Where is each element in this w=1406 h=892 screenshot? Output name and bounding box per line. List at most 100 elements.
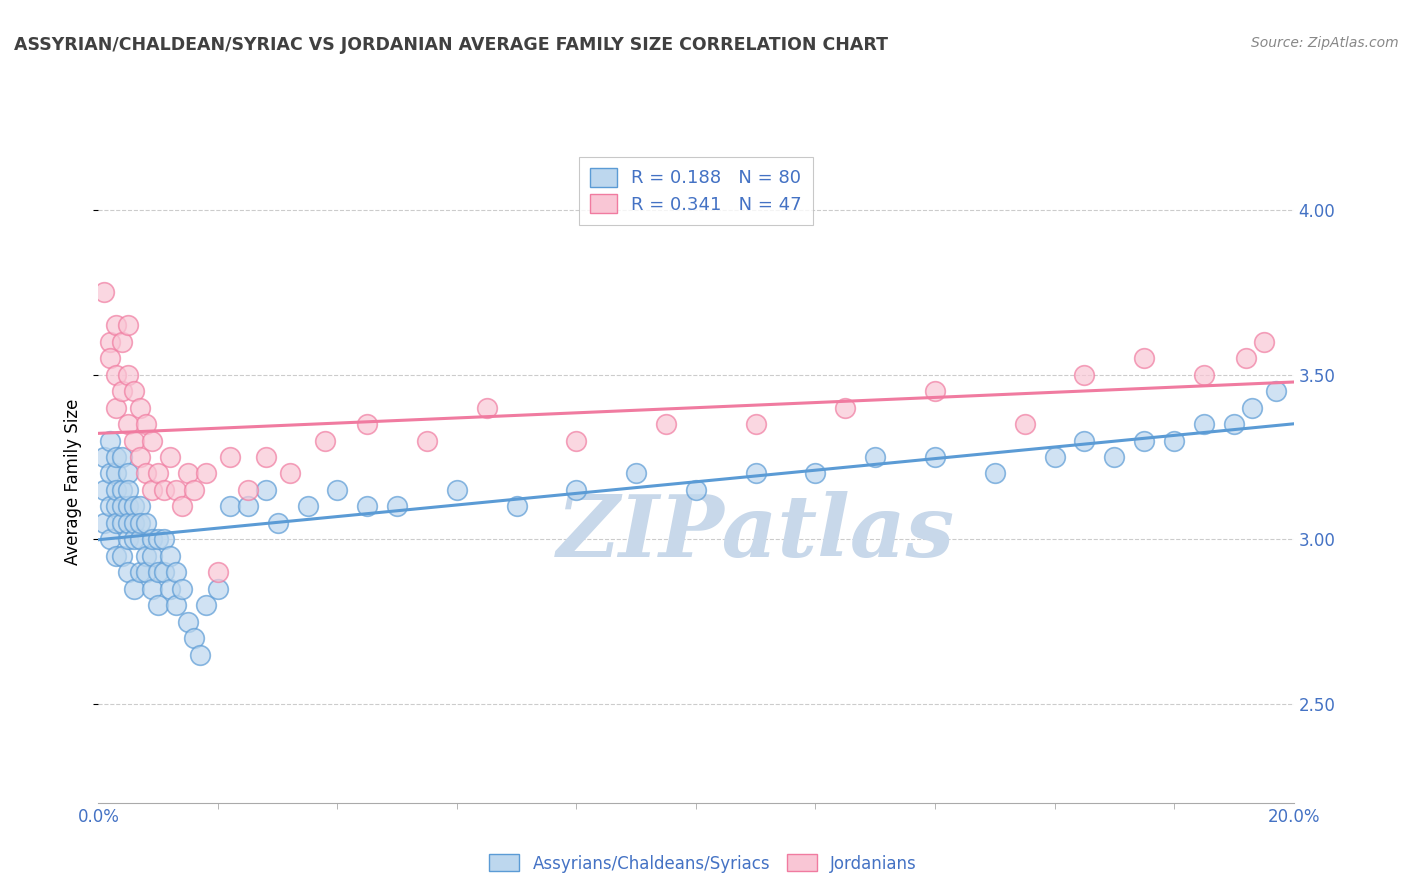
Legend: R = 0.188   N = 80, R = 0.341   N = 47: R = 0.188 N = 80, R = 0.341 N = 47: [579, 157, 813, 225]
Point: [153, 483, 176, 497]
Point: [117, 500, 139, 514]
Point: [100, 467, 122, 481]
Point: [177, 467, 200, 481]
Text: Source: ZipAtlas.com: Source: ZipAtlas.com: [1251, 36, 1399, 50]
Point: [278, 467, 301, 481]
Point: [236, 483, 259, 497]
Point: [117, 566, 139, 580]
Point: [195, 598, 218, 612]
Point: [105, 549, 128, 563]
Point: [254, 483, 277, 497]
Point: [804, 467, 827, 481]
Point: [100, 334, 122, 349]
Point: [135, 516, 157, 530]
Point: [1133, 434, 1156, 448]
Y-axis label: Average Family Size: Average Family Size: [65, 399, 83, 565]
Point: [506, 500, 529, 514]
Point: [105, 516, 128, 530]
Point: [124, 500, 146, 514]
Point: [93, 285, 115, 300]
Point: [1133, 351, 1156, 366]
Point: [129, 566, 152, 580]
Point: [148, 566, 170, 580]
Point: [1234, 351, 1257, 366]
Point: [141, 582, 163, 596]
Point: [135, 549, 157, 563]
Point: [105, 401, 128, 415]
Point: [165, 483, 187, 497]
Point: [356, 417, 378, 431]
Point: [685, 483, 707, 497]
Point: [254, 450, 277, 464]
Point: [745, 467, 768, 481]
Point: [1014, 417, 1036, 431]
Point: [148, 467, 170, 481]
Text: ASSYRIAN/CHALDEAN/SYRIAC VS JORDANIAN AVERAGE FAMILY SIZE CORRELATION CHART: ASSYRIAN/CHALDEAN/SYRIAC VS JORDANIAN AV…: [14, 36, 889, 54]
Point: [105, 483, 128, 497]
Point: [315, 434, 337, 448]
Point: [148, 533, 170, 547]
Point: [326, 483, 349, 497]
Point: [1163, 434, 1185, 448]
Point: [117, 516, 139, 530]
Point: [219, 500, 242, 514]
Point: [117, 467, 139, 481]
Point: [111, 334, 134, 349]
Point: [100, 533, 122, 547]
Point: [159, 450, 181, 464]
Point: [93, 483, 115, 497]
Point: [207, 566, 229, 580]
Point: [111, 483, 134, 497]
Point: [135, 566, 157, 580]
Point: [188, 648, 211, 662]
Point: [117, 417, 139, 431]
Point: [117, 483, 139, 497]
Point: [124, 533, 146, 547]
Point: [1073, 434, 1095, 448]
Point: [385, 500, 409, 514]
Point: [111, 549, 134, 563]
Point: [135, 467, 157, 481]
Point: [1073, 368, 1095, 382]
Point: [129, 450, 152, 464]
Point: [111, 500, 134, 514]
Point: [100, 434, 122, 448]
Point: [105, 467, 128, 481]
Point: [124, 434, 146, 448]
Point: [1264, 384, 1286, 398]
Point: [141, 533, 163, 547]
Text: ZIPatlas: ZIPatlas: [557, 491, 955, 574]
Point: [177, 615, 200, 629]
Point: [172, 500, 194, 514]
Point: [834, 401, 856, 415]
Point: [165, 566, 187, 580]
Point: [129, 516, 152, 530]
Point: [924, 450, 946, 464]
Legend: Assyrians/Chaldeans/Syriacs, Jordanians: Assyrians/Chaldeans/Syriacs, Jordanians: [482, 847, 924, 880]
Point: [141, 549, 163, 563]
Point: [416, 434, 439, 448]
Point: [105, 450, 128, 464]
Point: [111, 450, 134, 464]
Point: [626, 467, 648, 481]
Point: [148, 598, 170, 612]
Point: [984, 467, 1007, 481]
Point: [124, 384, 146, 398]
Point: [1192, 417, 1215, 431]
Point: [745, 417, 768, 431]
Point: [129, 500, 152, 514]
Point: [165, 598, 187, 612]
Point: [100, 500, 122, 514]
Point: [236, 500, 259, 514]
Point: [207, 582, 229, 596]
Point: [153, 533, 176, 547]
Point: [159, 582, 181, 596]
Point: [1192, 368, 1215, 382]
Point: [565, 483, 588, 497]
Point: [1104, 450, 1126, 464]
Point: [124, 516, 146, 530]
Point: [100, 351, 122, 366]
Point: [172, 582, 194, 596]
Point: [117, 318, 139, 333]
Point: [1223, 417, 1246, 431]
